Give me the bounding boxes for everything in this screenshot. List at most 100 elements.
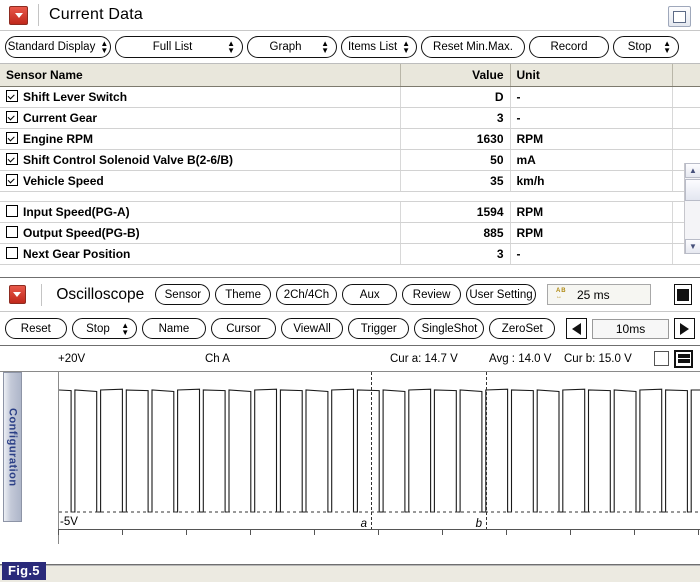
table-row[interactable]: Vehicle Speed 35 km/h (0, 170, 700, 192)
waveform-readout-bar: +20V Ch A Cur a: 14.7 V Avg : 14.0 V Cur… (0, 346, 700, 372)
column-header-sensor-name[interactable]: Sensor Name (0, 64, 401, 87)
sensor-button[interactable]: Sensor (155, 284, 211, 305)
page-title: Current Data (49, 6, 143, 23)
aux-button[interactable]: Aux (342, 284, 398, 305)
sensor-value-cell: 885 (400, 222, 511, 244)
sensor-table: Sensor Name Value Unit Shift Lever Switc… (0, 64, 700, 192)
table-row[interactable]: Shift Control Solenoid Valve B(2-6/B) 50… (0, 149, 700, 171)
sensor-unit-cell: - (510, 107, 673, 129)
table-row[interactable]: Output Speed(PG-B) 885 RPM (0, 222, 700, 244)
sample-time-field[interactable]: AB ↔ 25 ms (546, 284, 651, 305)
figure-caption: Fig.5 (2, 562, 46, 580)
table-header-row: Sensor Name Value Unit (0, 64, 700, 87)
zero-set-button[interactable]: ZeroSet (489, 318, 556, 339)
row-spacer (672, 107, 700, 129)
sensor-value-cell: 3 (400, 243, 511, 265)
cursor-b-line[interactable] (485, 372, 487, 530)
restore-window-icon[interactable] (668, 6, 691, 27)
sensor-name-cell: Input Speed(PG-A) (0, 201, 401, 223)
average-readout: Avg : 14.0 V (489, 352, 552, 365)
sensor-value-cell: 50 (400, 149, 511, 171)
waveform-canvas[interactable] (58, 372, 700, 544)
sensor-unit-cell: mA (510, 149, 673, 171)
row-checkbox[interactable] (6, 204, 18, 217)
cursor-b-label: b (475, 518, 482, 530)
sensor-value-cell: D (400, 86, 511, 108)
table-vertical-scrollbar[interactable]: ▲ ▼ (684, 163, 700, 254)
status-bar (0, 565, 700, 582)
single-shot-button[interactable]: SingleShot (414, 318, 485, 339)
theme-button[interactable]: Theme (215, 284, 271, 305)
sensor-unit-cell: RPM (510, 201, 673, 223)
sensor-unit-cell: km/h (510, 170, 673, 192)
cursor-a-line[interactable] (370, 372, 372, 530)
spinner-icon: ▲ ▼ (321, 39, 329, 55)
sensor-name-cell: Vehicle Speed (0, 170, 401, 192)
column-header-spacer (672, 64, 700, 87)
sensor-unit-cell: - (510, 86, 673, 108)
split-view-icon[interactable] (674, 349, 693, 368)
layout-checkbox[interactable] (654, 351, 669, 366)
voltage-top-label: +20V (58, 352, 86, 365)
waveform-plot-area: Configuration -5V a b (0, 372, 700, 544)
reset-button[interactable]: Reset (5, 318, 67, 339)
sensor-unit-cell: - (510, 243, 673, 265)
spinner-icon: ▲ ▼ (227, 39, 235, 55)
scrollbar-thumb[interactable] (685, 179, 700, 201)
graph-button[interactable]: Graph ▲ ▼ (247, 36, 337, 58)
record-button[interactable]: Record (529, 36, 609, 58)
channel-mode-button[interactable]: 2Ch/4Ch (275, 284, 338, 305)
row-checkbox[interactable] (6, 226, 18, 238)
right-arrow-icon[interactable] (674, 318, 696, 339)
user-setting-button[interactable]: User Setting (465, 284, 536, 305)
scope-stop-button[interactable]: Stop ▲ ▼ (71, 318, 138, 339)
spinner-icon: ▲ ▼ (100, 39, 109, 55)
row-checkbox[interactable] (6, 247, 18, 259)
reset-min-max-button[interactable]: Reset Min.Max. (421, 36, 525, 58)
oscilloscope-title: Oscilloscope (56, 285, 145, 303)
sensor-name-cell: Output Speed(PG-B) (0, 222, 401, 244)
sensor-value-cell: 1630 (400, 128, 511, 150)
time-axis (58, 529, 700, 544)
items-list-button[interactable]: Items List ▲ ▼ (341, 36, 417, 58)
waveform-svg (58, 388, 700, 513)
oscilloscope-panel: Oscilloscope Sensor Theme 2Ch/4Ch Aux Re… (0, 277, 700, 565)
row-checkbox[interactable] (6, 173, 18, 186)
timebase-value[interactable]: 10ms (591, 318, 670, 339)
column-header-value[interactable]: Value (400, 64, 511, 87)
spinner-icon: ▲ ▼ (402, 39, 411, 55)
red-dropdown-icon[interactable] (9, 5, 28, 25)
sensor-name-cell: Next Gear Position (0, 243, 401, 265)
column-header-unit[interactable]: Unit (510, 64, 673, 87)
table-row[interactable]: Input Speed(PG-A) 1594 RPM (0, 201, 700, 223)
stop-button[interactable]: Stop ▲ ▼ (613, 36, 679, 58)
full-list-button[interactable]: Full List ▲ ▼ (115, 36, 243, 58)
chevron-down-icon[interactable]: ▼ (685, 239, 700, 254)
sensor-unit-cell: RPM (510, 222, 673, 244)
configuration-side-tab[interactable]: Configuration (3, 372, 22, 522)
row-checkbox[interactable] (6, 152, 18, 165)
row-checkbox[interactable] (6, 131, 18, 144)
name-button[interactable]: Name (142, 318, 206, 339)
row-checkbox[interactable] (6, 89, 18, 102)
table-row[interactable]: Engine RPM 1630 RPM (0, 128, 700, 150)
view-all-button[interactable]: ViewAll (281, 318, 343, 339)
current-data-panel: Current Data Standard Display ▲ ▼ Full Li… (0, 0, 700, 277)
table-row[interactable]: Shift Lever Switch D - (0, 86, 700, 108)
review-button[interactable]: Review (402, 284, 461, 305)
sensor-unit-cell: RPM (510, 128, 673, 150)
sensor-value-cell: 3 (400, 107, 511, 129)
left-arrow-icon[interactable] (566, 318, 587, 339)
oscilloscope-titlebar: Oscilloscope Sensor Theme 2Ch/4Ch Aux Re… (0, 278, 700, 312)
row-checkbox[interactable] (6, 110, 18, 123)
table-row[interactable]: Next Gear Position 3 - (0, 243, 700, 265)
spinner-icon: ▲ ▼ (663, 39, 671, 55)
cursor-b-readout: Cur b: 15.0 V (564, 352, 632, 365)
standard-display-button[interactable]: Standard Display ▲ ▼ (5, 36, 111, 58)
trigger-button[interactable]: Trigger (347, 318, 410, 339)
red-dropdown-icon[interactable] (9, 285, 26, 304)
cursor-button[interactable]: Cursor (210, 318, 277, 339)
table-row[interactable]: Current Gear 3 - (0, 107, 700, 129)
stop-square-icon[interactable] (673, 284, 693, 305)
chevron-up-icon[interactable]: ▲ (685, 163, 700, 178)
